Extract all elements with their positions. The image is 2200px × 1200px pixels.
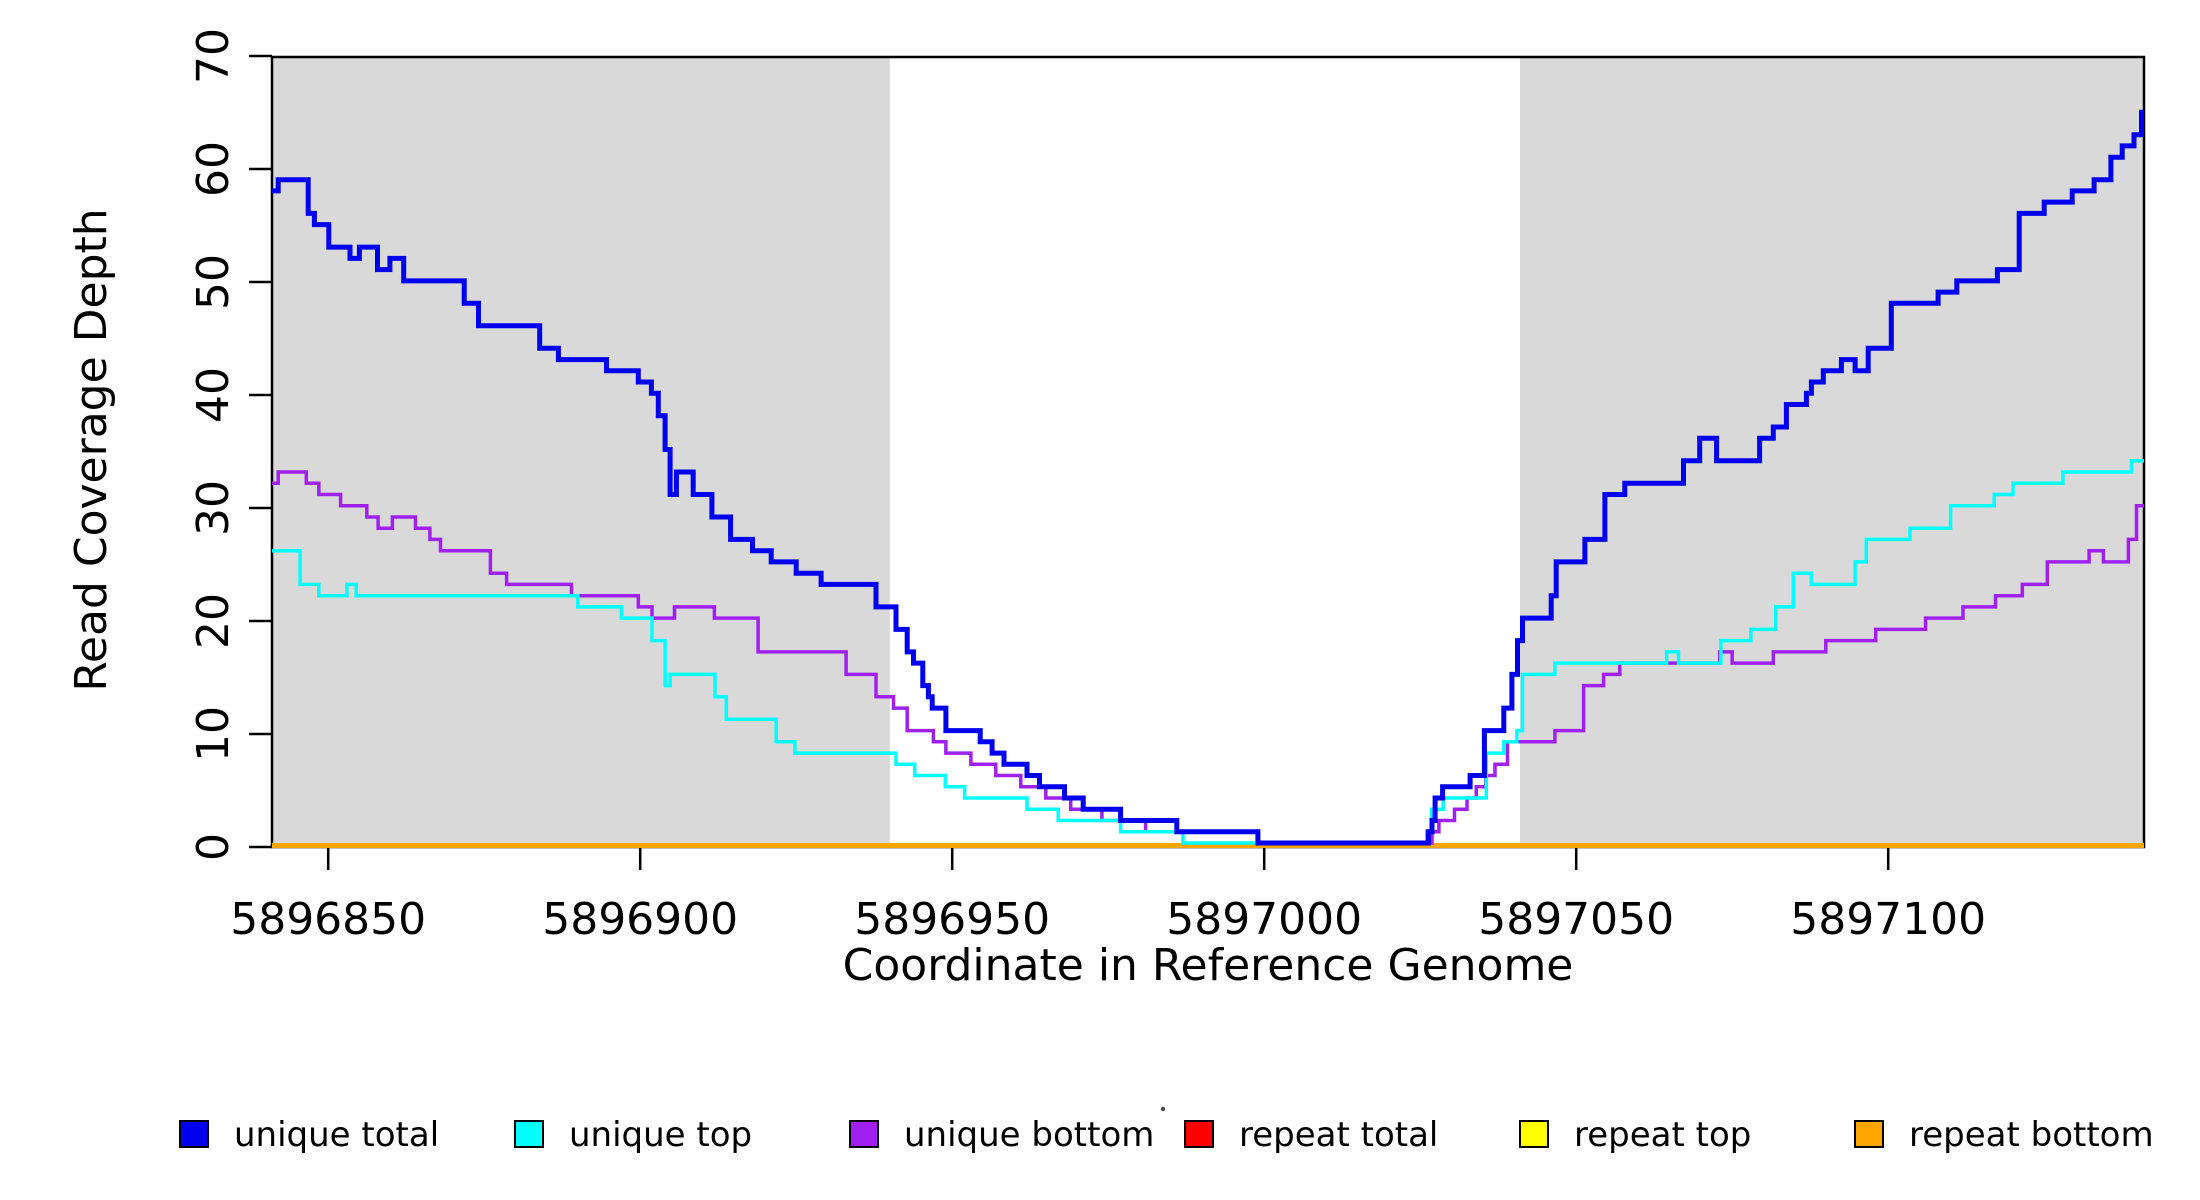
y-tick-label: 40 xyxy=(188,367,239,423)
legend-label-unique-bottom: unique bottom xyxy=(904,1115,1154,1155)
y-tick-label: 30 xyxy=(188,480,239,536)
legend-entry-unique-top: unique top xyxy=(514,1115,752,1155)
legend-entry-unique-bottom: unique bottom xyxy=(849,1115,1154,1155)
y-tick-label: 0 xyxy=(188,833,239,861)
legend-label-repeat-total: repeat total xyxy=(1239,1115,1438,1155)
x-tick-label: 5896900 xyxy=(542,894,738,945)
y-tick-label: 10 xyxy=(188,706,239,762)
legend-swatch-repeat-bottom xyxy=(1854,1120,1884,1148)
legend-entry-unique-total: unique total xyxy=(179,1115,439,1155)
legend-entry-repeat-top: repeat top xyxy=(1519,1115,1751,1155)
series-unique-total-line xyxy=(272,109,2144,846)
stray-dot xyxy=(1160,1106,1166,1112)
y-axis-title: Read Coverage Depth xyxy=(66,208,117,691)
plot-area: 5896850 5896900 5896950 5897000 5897050 58971… xyxy=(188,28,2146,945)
x-tick-label: 5897050 xyxy=(1478,894,1674,945)
legend-label-unique-total: unique total xyxy=(234,1115,439,1155)
shaded-region-right xyxy=(1520,57,2144,847)
legend-entry-repeat-total: repeat total xyxy=(1184,1115,1438,1155)
shaded-region-left xyxy=(272,57,890,847)
legend: unique total unique top unique bottom repea… xyxy=(179,1106,2154,1155)
legend-swatch-unique-total xyxy=(179,1120,209,1148)
legend-label-unique-top: unique top xyxy=(569,1115,752,1155)
legend-swatch-repeat-top xyxy=(1519,1120,1549,1148)
legend-swatch-unique-bottom xyxy=(849,1120,879,1148)
legend-label-repeat-top: repeat top xyxy=(1574,1115,1751,1155)
y-tick-label: 60 xyxy=(188,141,239,197)
x-axis-title: Coordinate in Reference Genome xyxy=(843,940,1574,991)
y-tick-label: 20 xyxy=(188,593,239,649)
legend-swatch-unique-top xyxy=(514,1120,544,1148)
x-tick-label: 5896850 xyxy=(230,894,426,945)
legend-label-repeat-bottom: repeat bottom xyxy=(1909,1115,2154,1155)
x-tick-label: 5896950 xyxy=(854,894,1050,945)
legend-entry-repeat-bottom: repeat bottom xyxy=(1854,1115,2154,1155)
y-tick-label: 70 xyxy=(188,28,239,84)
y-tick-label: 50 xyxy=(188,254,239,310)
x-tick-label: 5897000 xyxy=(1166,894,1362,945)
legend-swatch-repeat-total xyxy=(1184,1120,1214,1148)
x-tick-label: 5897100 xyxy=(1790,894,1986,945)
